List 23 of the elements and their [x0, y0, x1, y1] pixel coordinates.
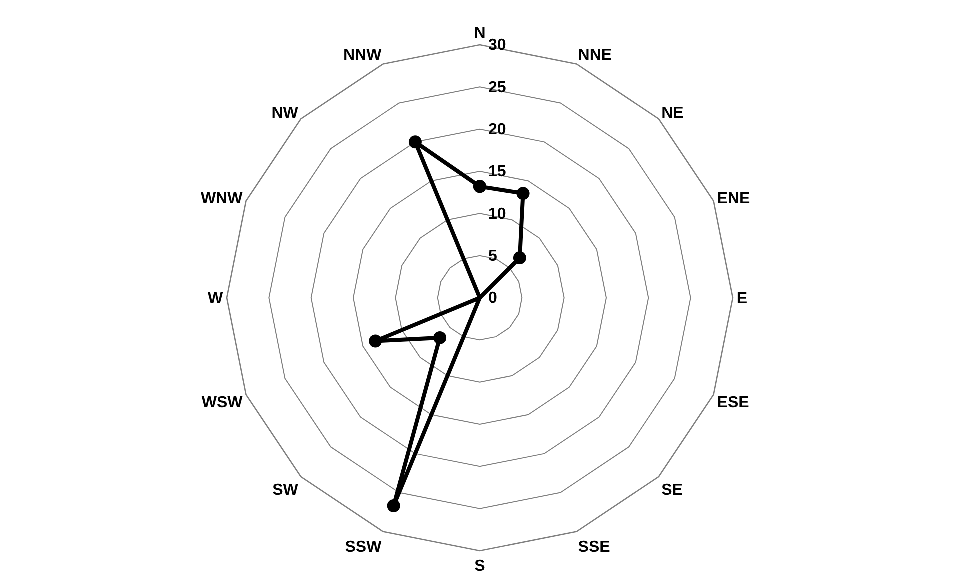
y-tick-label: 25: [488, 79, 506, 96]
y-tick-label: 20: [488, 122, 506, 139]
y-tick-label: 5: [488, 248, 498, 266]
spoke-label: NE: [662, 105, 684, 122]
spoke-label: SW: [272, 482, 300, 499]
spoke-label: NNE: [578, 46, 612, 64]
spoke-label: N: [474, 24, 486, 42]
y-tick-label: 30: [488, 37, 506, 54]
spoke-label: SSW: [345, 539, 383, 556]
spoke-label: SSE: [578, 539, 611, 556]
spoke-label: W: [208, 290, 224, 308]
spoke-label: NW: [272, 105, 300, 122]
spoke-label: WSW: [202, 394, 244, 412]
spoke-label: ESE: [717, 394, 750, 412]
y-tick-label: 15: [488, 164, 506, 181]
y-tick-label: 10: [488, 206, 506, 223]
spoke-label: NNW: [343, 46, 383, 64]
y-tick-label: 0: [488, 290, 498, 308]
spoke-label: S: [474, 558, 486, 575]
spoke-label: WNW: [200, 190, 244, 208]
spoke-label: ENE: [717, 190, 751, 208]
spoke-label: SE: [662, 482, 684, 499]
spoke-label: E: [736, 290, 748, 308]
